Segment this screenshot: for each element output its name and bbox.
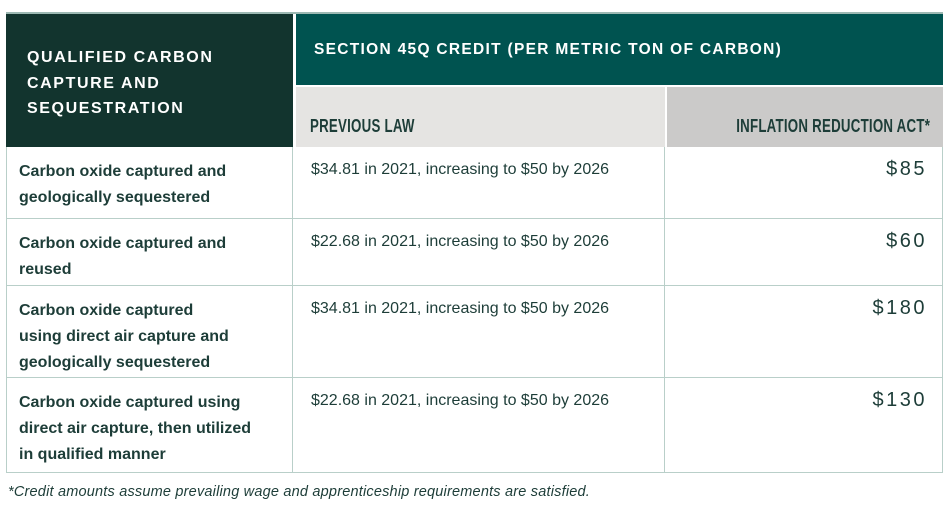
table-row: Carbon oxide captured and geologically s… <box>7 147 942 219</box>
row-group-header: QUALIFIED CARBON CAPTURE AND SEQUESTRATI… <box>6 14 293 147</box>
previous-law-cell: $22.68 in 2021, increasing to $50 by 202… <box>293 378 665 472</box>
row-label-cell: Carbon oxide captured and reused <box>7 219 293 285</box>
column-header-row: PREVIOUS LAW INFLATION REDUCTION ACT* <box>296 87 943 147</box>
table-row: Carbon oxide captured and reused $22.68 … <box>7 219 942 286</box>
column-header-inflation-reduction-act: INFLATION REDUCTION ACT* <box>667 87 943 147</box>
previous-law-cell: $34.81 in 2021, increasing to $50 by 202… <box>293 147 665 218</box>
table-row: Carbon oxide captured using direct air c… <box>7 286 942 378</box>
table-row: Carbon oxide captured using direct air c… <box>7 378 942 473</box>
ira-amount-cell: $85 <box>886 158 927 180</box>
row-label-cell: Carbon oxide captured using direct air c… <box>7 286 293 377</box>
column-header-previous-law: PREVIOUS LAW <box>296 87 665 147</box>
section-45q-table: QUALIFIED CARBON CAPTURE AND SEQUESTRATI… <box>6 12 943 500</box>
row-label-cell: Carbon oxide captured using direct air c… <box>7 378 293 472</box>
ira-amount-cell: $180 <box>872 297 927 319</box>
table-body: Carbon oxide captured and geologically s… <box>6 147 943 473</box>
previous-law-cell: $34.81 in 2021, increasing to $50 by 202… <box>293 286 665 377</box>
table-header: QUALIFIED CARBON CAPTURE AND SEQUESTRATI… <box>6 14 943 147</box>
header-right-group: SECTION 45Q CREDIT (PER METRIC TON OF CA… <box>296 14 943 147</box>
table-title: SECTION 45Q CREDIT (PER METRIC TON OF CA… <box>296 14 943 85</box>
ira-amount-cell: $130 <box>872 389 927 411</box>
row-label-cell: Carbon oxide captured and geologically s… <box>7 147 293 218</box>
previous-law-label: PREVIOUS LAW <box>310 115 415 136</box>
previous-law-cell: $22.68 in 2021, increasing to $50 by 202… <box>293 219 665 285</box>
ira-amount-cell: $60 <box>886 230 927 252</box>
inflation-reduction-act-label: INFLATION REDUCTION ACT* <box>736 115 930 136</box>
footnote: *Credit amounts assume prevailing wage a… <box>8 484 590 500</box>
